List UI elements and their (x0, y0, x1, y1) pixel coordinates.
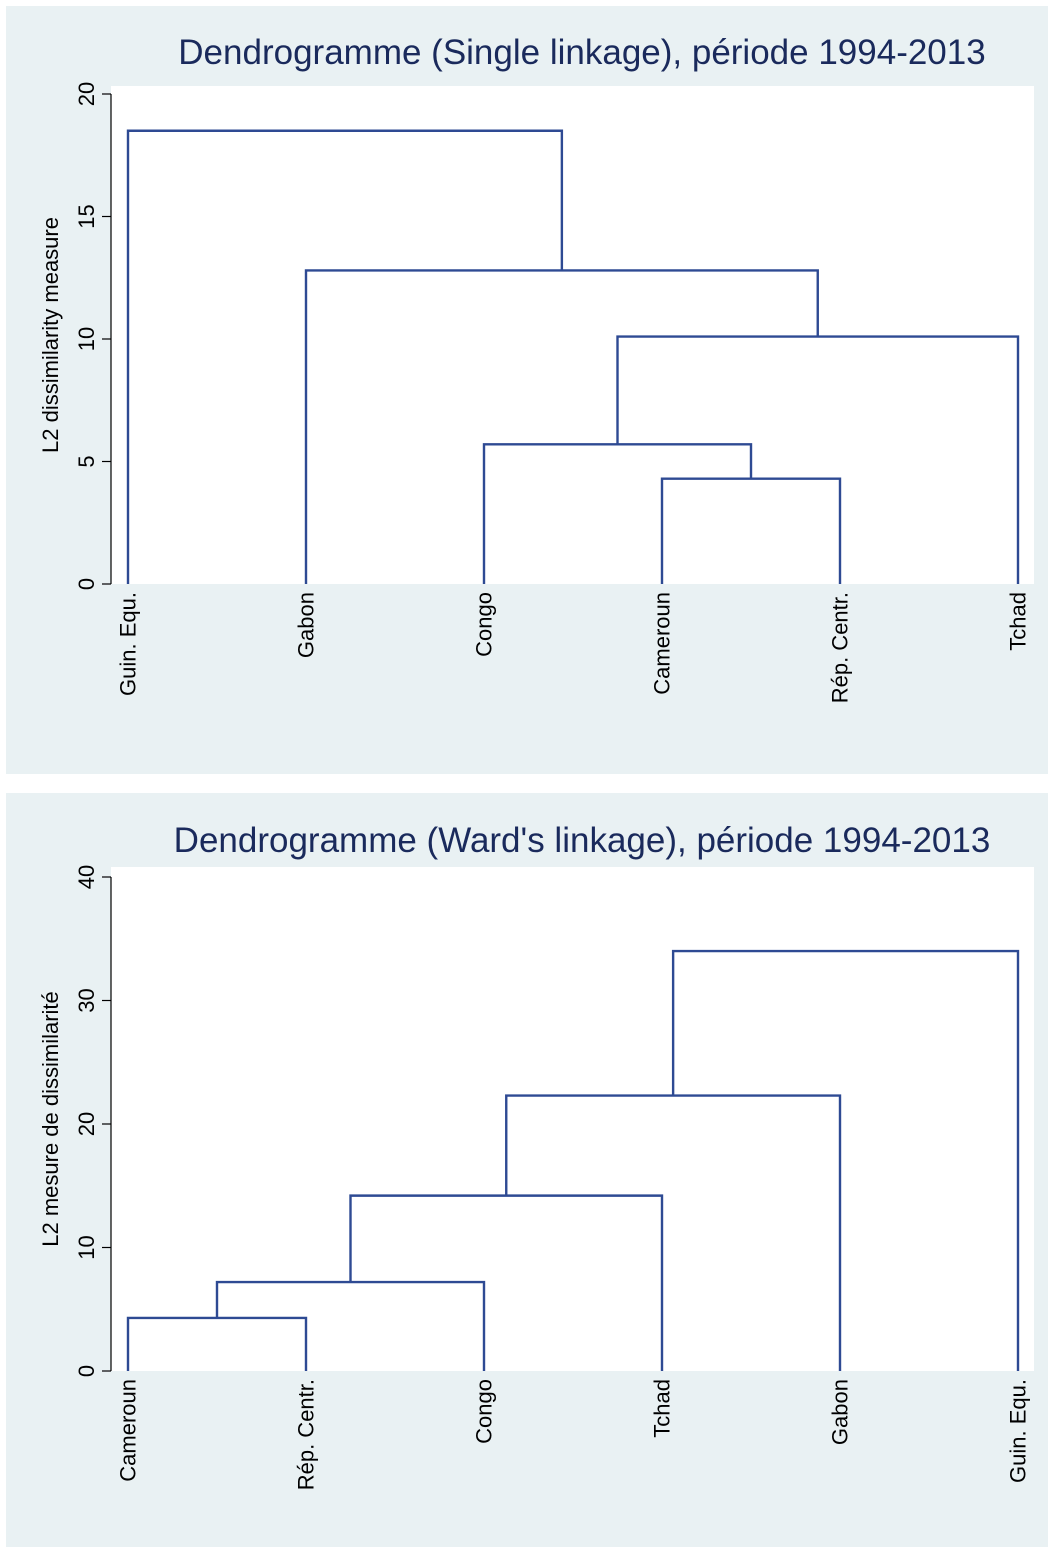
chart-title: Dendrogramme (Single linkage), période 1… (178, 33, 985, 72)
y-tick-label: 10 (74, 1235, 99, 1259)
y-tick-label: 20 (74, 82, 99, 106)
y-axis-label: L2 dissimilarity measure (38, 217, 63, 453)
dendrogram-single-marks: 0 5 10 15 20 Guin. Equ. Gabon Congo Cameroun Rép.… (74, 82, 1031, 704)
dendrogram-ward-marks: 0 10 20 30 40 Cameroun Rép. Centr. Congo Tchad Ga… (74, 865, 1031, 1491)
y-tick-label: 0 (74, 1365, 99, 1377)
y-tick-label: 40 (74, 865, 99, 889)
y-axis-label: L2 mesure de dissimilarité (38, 991, 63, 1247)
y-tick-label: 15 (74, 204, 99, 228)
leaf-label: Guin. Equ. (116, 592, 141, 696)
leaf-label: Tchad (1006, 592, 1031, 651)
dendrogram-link (671, 949, 1020, 1371)
y-tick-label: 0 (74, 578, 99, 590)
leaf-label: Rép. Centr. (828, 592, 853, 703)
y-tick-label: 20 (74, 1112, 99, 1136)
plot-area (111, 86, 1034, 584)
leaf-label: Congo (472, 1379, 497, 1444)
dendrogram-single-panel: Dendrogramme (Single linkage), période 1… (6, 6, 1048, 774)
leaf-label: Gabon (828, 1379, 853, 1445)
chart-title: Dendrogramme (Ward's linkage), période 1… (174, 821, 991, 860)
dendrogram-ward-chart: Dendrogramme (Ward's linkage), période 1… (38, 821, 1034, 1491)
dendrogram-link (126, 129, 564, 584)
leaf-label: Cameroun (650, 592, 675, 695)
dendrogram-single-chart: Dendrogramme (Single linkage), période 1… (38, 33, 1034, 704)
y-tick-label: 10 (74, 327, 99, 351)
leaf-label: Congo (472, 592, 497, 657)
leaf-label: Rép. Centr. (294, 1379, 319, 1490)
y-tick-label: 30 (74, 988, 99, 1012)
dendrogram-ward-panel: Dendrogramme (Ward's linkage), période 1… (6, 793, 1048, 1547)
plot-area (111, 867, 1034, 1371)
leaf-label: Cameroun (116, 1379, 141, 1482)
leaf-label: Guin. Equ. (1006, 1379, 1031, 1483)
y-tick-label: 5 (74, 455, 99, 467)
leaf-label: Tchad (650, 1379, 675, 1438)
leaf-label: Gabon (294, 592, 319, 658)
